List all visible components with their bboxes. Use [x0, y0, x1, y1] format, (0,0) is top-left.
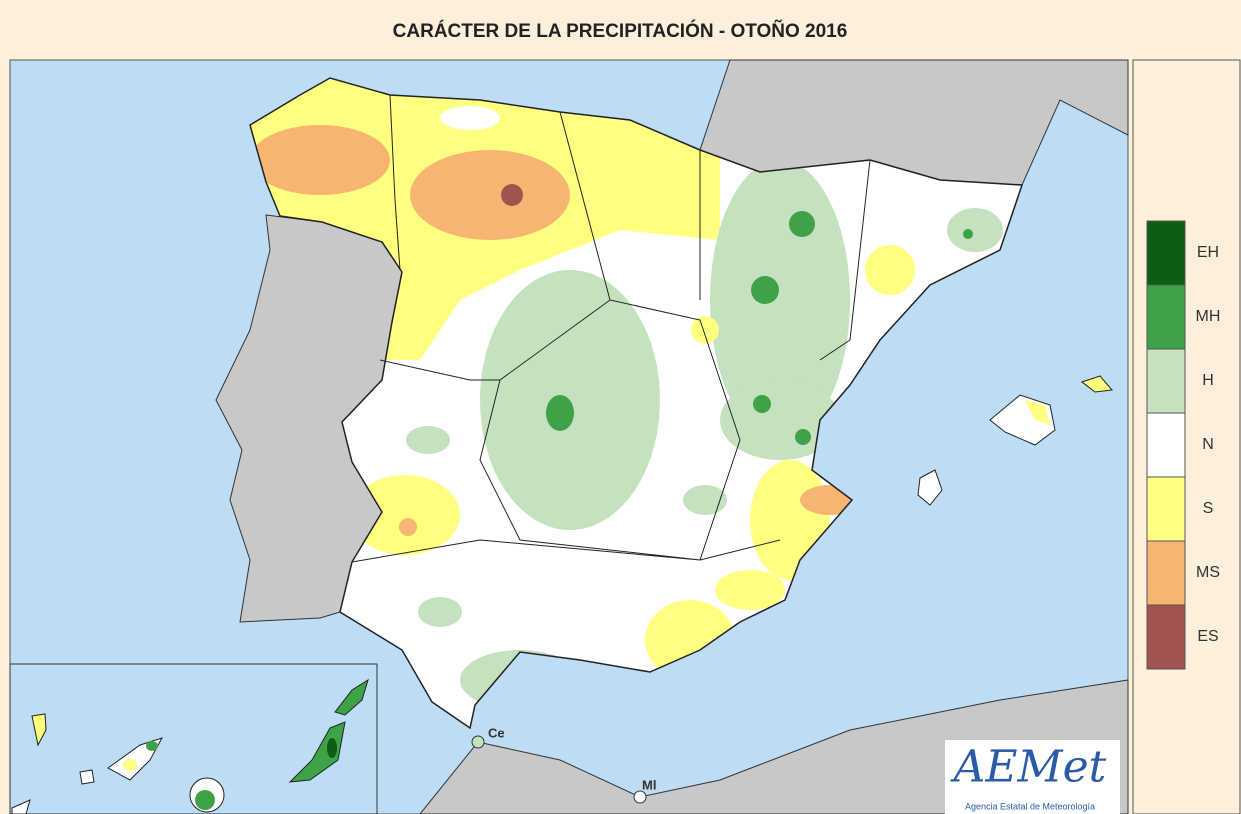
region-borders — [351, 94, 871, 563]
legend-swatch — [1146, 412, 1186, 478]
legend-label: N — [1202, 436, 1214, 453]
legend-swatch — [1146, 604, 1186, 670]
legend-swatch — [1146, 476, 1186, 542]
title: CARÁCTER DE LA PRECIPITACIÓN - OTOÑO 201… — [393, 20, 848, 42]
legend-swatch — [1146, 220, 1186, 286]
melilla-marker — [633, 790, 647, 804]
legend-label: MS — [1196, 564, 1220, 581]
melilla-label: Ml — [642, 777, 656, 792]
logo-subtitle: Agencia Estatal de Meteorología — [965, 801, 1095, 811]
legend-label: H — [1202, 372, 1214, 389]
canary-islands — [11, 678, 369, 814]
legend-label: S — [1203, 500, 1214, 517]
ceuta-label: Ce — [488, 725, 505, 740]
ibiza — [917, 469, 943, 506]
legend: EH MH H N S MS ES — [1146, 220, 1221, 670]
legend-label: EH — [1197, 244, 1219, 261]
legend-label: ES — [1197, 628, 1218, 645]
logo-text: AEMet — [950, 742, 1107, 793]
mallorca-dry — [1025, 400, 1050, 425]
menorca — [1080, 375, 1113, 393]
logo-box — [945, 740, 1120, 814]
legend-swatch — [1146, 348, 1186, 414]
legend-swatch — [1146, 284, 1186, 350]
legend-label: MH — [1196, 308, 1221, 325]
legend-panel — [1132, 59, 1241, 814]
ceuta-marker — [471, 735, 485, 749]
legend-swatch — [1146, 540, 1186, 606]
